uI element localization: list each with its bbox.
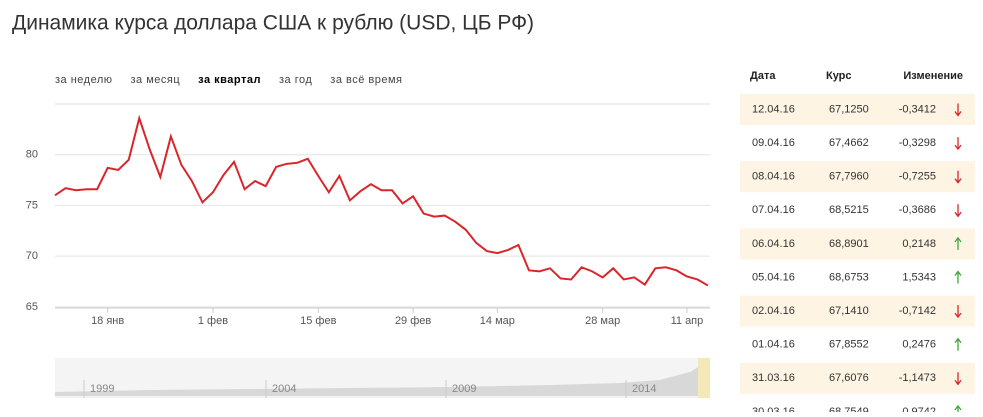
arrow-down [954,137,962,151]
rate-cell: 67,1250 [829,103,869,115]
arrow-up [954,270,962,284]
arrow [954,404,962,417]
tab[interactable]: за неделю [55,74,113,86]
date-cell: 09.04.16 [752,137,795,149]
arrow-down [954,305,962,319]
y-tick-label: 75 [26,199,38,211]
navigator-label: 2004 [272,383,296,395]
rate-cell: 67,6076 [829,372,869,384]
row-bg [740,362,975,394]
navigator-label: 2009 [452,383,476,395]
arrow-up [954,337,962,351]
x-tick-label: 1 фев [198,315,228,327]
arrow [954,137,962,151]
navigator-label: 2014 [632,383,656,395]
arrow [954,236,962,250]
change-cell: 1,5343 [902,271,936,283]
arrow-up [954,404,962,417]
rate-cell: 68,8901 [829,238,869,250]
navigator-label: 1999 [90,383,114,395]
y-tick-label: 80 [26,149,38,161]
date-cell: 07.04.16 [752,204,795,216]
arrow [954,204,962,218]
arrow [954,337,962,351]
x-tick-label: 11 апр [671,315,704,327]
arrow-up [954,236,962,250]
tab[interactable]: за месяц [131,74,181,86]
arrow-down [954,372,962,386]
rate-cell: 67,7960 [829,171,869,183]
arrow [954,305,962,319]
change-cell: 0,2148 [902,238,936,250]
date-cell: 02.04.16 [752,305,795,317]
change-cell: -0,7255 [899,171,936,183]
arrow [954,170,962,184]
rate-cell: 68,6753 [829,271,869,283]
date-cell: 08.04.16 [752,171,795,183]
y-tick-label: 65 [26,301,38,313]
navigator-window[interactable] [698,358,710,398]
change-cell: -0,3412 [899,103,936,115]
row-bg [740,228,975,260]
row-bg [740,94,975,125]
date-cell: 12.04.16 [752,103,795,115]
x-tick-label: 29 фев [395,315,431,327]
rate-cell: 68,7549 [829,406,869,412]
tab[interactable]: за год [279,74,312,86]
date-cell: 05.04.16 [752,271,795,283]
rate-cell: 67,4662 [829,137,869,149]
row-bg [740,161,975,193]
arrow [954,372,962,386]
x-tick-label: 28 мар [585,315,620,327]
table-header: Курс [826,70,852,82]
date-cell: 30.03.16 [752,406,795,412]
tab[interactable]: за всё время [330,74,402,86]
arrow-down [954,103,962,117]
row-bg [740,295,975,327]
y-tick-label: 70 [26,250,38,262]
chart-title: Динамика курса доллара США к рублю (USD,… [12,12,534,35]
arrow-down [954,204,962,218]
change-cell: -0,3298 [899,137,936,149]
change-cell: 0,9742 [902,406,936,412]
line [54,114,709,287]
arrow-down [954,170,962,184]
arrow [954,103,962,117]
date-cell: 06.04.16 [752,238,795,250]
tab[interactable]: за квартал [198,74,261,86]
date-cell: 31.03.16 [752,372,795,384]
rate-cell: 67,8552 [829,339,869,351]
table-header: Дата [750,70,776,82]
change-cell: -1,1473 [899,372,936,384]
rate-cell: 68,5215 [829,204,869,216]
x-tick-label: 15 фев [300,315,336,327]
x-tick-label: 18 янв [91,315,124,327]
x-tick-label: 14 мар [480,315,515,327]
change-cell: -0,3686 [899,204,936,216]
table-header: Изменение [903,70,963,82]
rate-cell: 67,1410 [829,305,869,317]
date-cell: 01.04.16 [752,339,795,351]
arrow [954,270,962,284]
navigator-area [55,364,710,396]
change-cell: -0,7142 [899,305,936,317]
change-cell: 0,2476 [902,339,936,351]
